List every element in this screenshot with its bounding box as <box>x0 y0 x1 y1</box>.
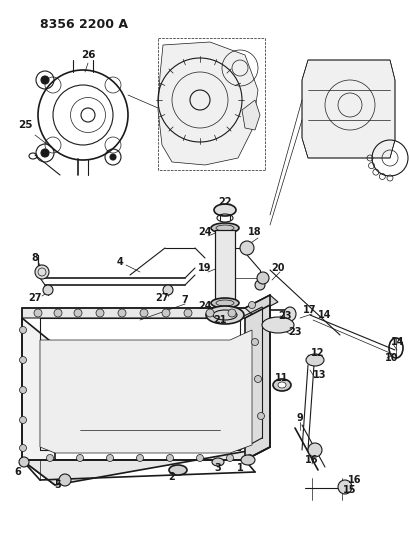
Circle shape <box>34 309 42 317</box>
Circle shape <box>46 455 53 462</box>
Circle shape <box>106 455 113 462</box>
Ellipse shape <box>283 307 295 321</box>
Polygon shape <box>245 305 270 460</box>
Circle shape <box>41 76 49 84</box>
Circle shape <box>227 309 236 317</box>
Ellipse shape <box>254 280 264 290</box>
Text: 11: 11 <box>274 373 288 383</box>
Circle shape <box>337 480 351 494</box>
Circle shape <box>136 455 143 462</box>
Polygon shape <box>22 318 55 485</box>
Polygon shape <box>245 295 277 315</box>
Text: 18: 18 <box>247 227 261 237</box>
Circle shape <box>226 455 233 462</box>
Polygon shape <box>22 295 270 318</box>
Ellipse shape <box>277 382 285 388</box>
Ellipse shape <box>240 455 254 465</box>
Ellipse shape <box>256 272 268 284</box>
Bar <box>214 230 234 302</box>
Ellipse shape <box>43 285 53 295</box>
Text: 24: 24 <box>198 227 211 237</box>
Circle shape <box>20 386 27 393</box>
Text: 15: 15 <box>342 485 356 495</box>
Circle shape <box>19 457 29 467</box>
Text: 21: 21 <box>213 315 226 325</box>
Circle shape <box>20 327 27 334</box>
Bar <box>214 230 234 302</box>
Text: 5: 5 <box>54 480 61 490</box>
Ellipse shape <box>239 241 254 255</box>
Text: 14: 14 <box>317 310 331 320</box>
Text: 8356 2200 A: 8356 2200 A <box>40 18 128 31</box>
Text: 20: 20 <box>271 263 284 273</box>
Text: 26: 26 <box>81 50 95 60</box>
Text: 19: 19 <box>198 263 211 273</box>
Ellipse shape <box>211 298 238 308</box>
Ellipse shape <box>163 285 173 295</box>
Ellipse shape <box>272 379 290 391</box>
Text: 17: 17 <box>303 305 316 315</box>
Ellipse shape <box>35 265 49 279</box>
Text: 22: 22 <box>218 197 231 207</box>
Text: 13: 13 <box>312 370 326 380</box>
Circle shape <box>162 309 170 317</box>
Circle shape <box>184 309 191 317</box>
Circle shape <box>257 413 264 419</box>
Circle shape <box>20 445 27 451</box>
Circle shape <box>96 309 104 317</box>
Ellipse shape <box>211 458 223 466</box>
Ellipse shape <box>305 354 323 366</box>
Text: 16: 16 <box>305 455 318 465</box>
Text: 4: 4 <box>116 257 123 267</box>
Text: 27: 27 <box>155 293 169 303</box>
Text: 7: 7 <box>181 295 188 305</box>
Text: 3: 3 <box>214 463 221 473</box>
Polygon shape <box>22 447 270 485</box>
Ellipse shape <box>205 306 243 324</box>
Circle shape <box>41 149 49 157</box>
Text: 8: 8 <box>31 253 38 263</box>
Circle shape <box>196 455 203 462</box>
Circle shape <box>54 309 62 317</box>
Polygon shape <box>301 60 394 158</box>
Text: 12: 12 <box>310 348 324 358</box>
Text: 23: 23 <box>288 327 301 337</box>
Polygon shape <box>40 330 252 453</box>
Circle shape <box>74 309 82 317</box>
Circle shape <box>139 309 148 317</box>
Circle shape <box>110 154 116 160</box>
Circle shape <box>76 455 83 462</box>
Circle shape <box>205 309 213 317</box>
Circle shape <box>20 357 27 364</box>
Circle shape <box>248 302 255 309</box>
Circle shape <box>20 416 27 424</box>
Ellipse shape <box>213 204 236 216</box>
Text: 1: 1 <box>236 463 243 473</box>
Circle shape <box>251 338 258 345</box>
Ellipse shape <box>169 465 187 475</box>
Circle shape <box>59 474 71 486</box>
Text: 25: 25 <box>18 120 32 130</box>
Ellipse shape <box>211 223 238 233</box>
Polygon shape <box>157 42 257 165</box>
Polygon shape <box>241 100 259 130</box>
Circle shape <box>118 309 126 317</box>
Ellipse shape <box>261 317 293 333</box>
Circle shape <box>307 443 321 457</box>
Text: 9: 9 <box>296 413 303 423</box>
Text: 27: 27 <box>28 293 42 303</box>
Circle shape <box>166 455 173 462</box>
Text: 2: 2 <box>168 472 175 482</box>
Text: 6: 6 <box>15 467 21 477</box>
Text: 14: 14 <box>390 337 404 347</box>
Circle shape <box>254 376 261 383</box>
Text: 24: 24 <box>198 301 211 311</box>
Text: 16: 16 <box>347 475 361 485</box>
Text: 23: 23 <box>278 311 291 321</box>
Text: 10: 10 <box>384 353 398 363</box>
Circle shape <box>246 455 253 462</box>
